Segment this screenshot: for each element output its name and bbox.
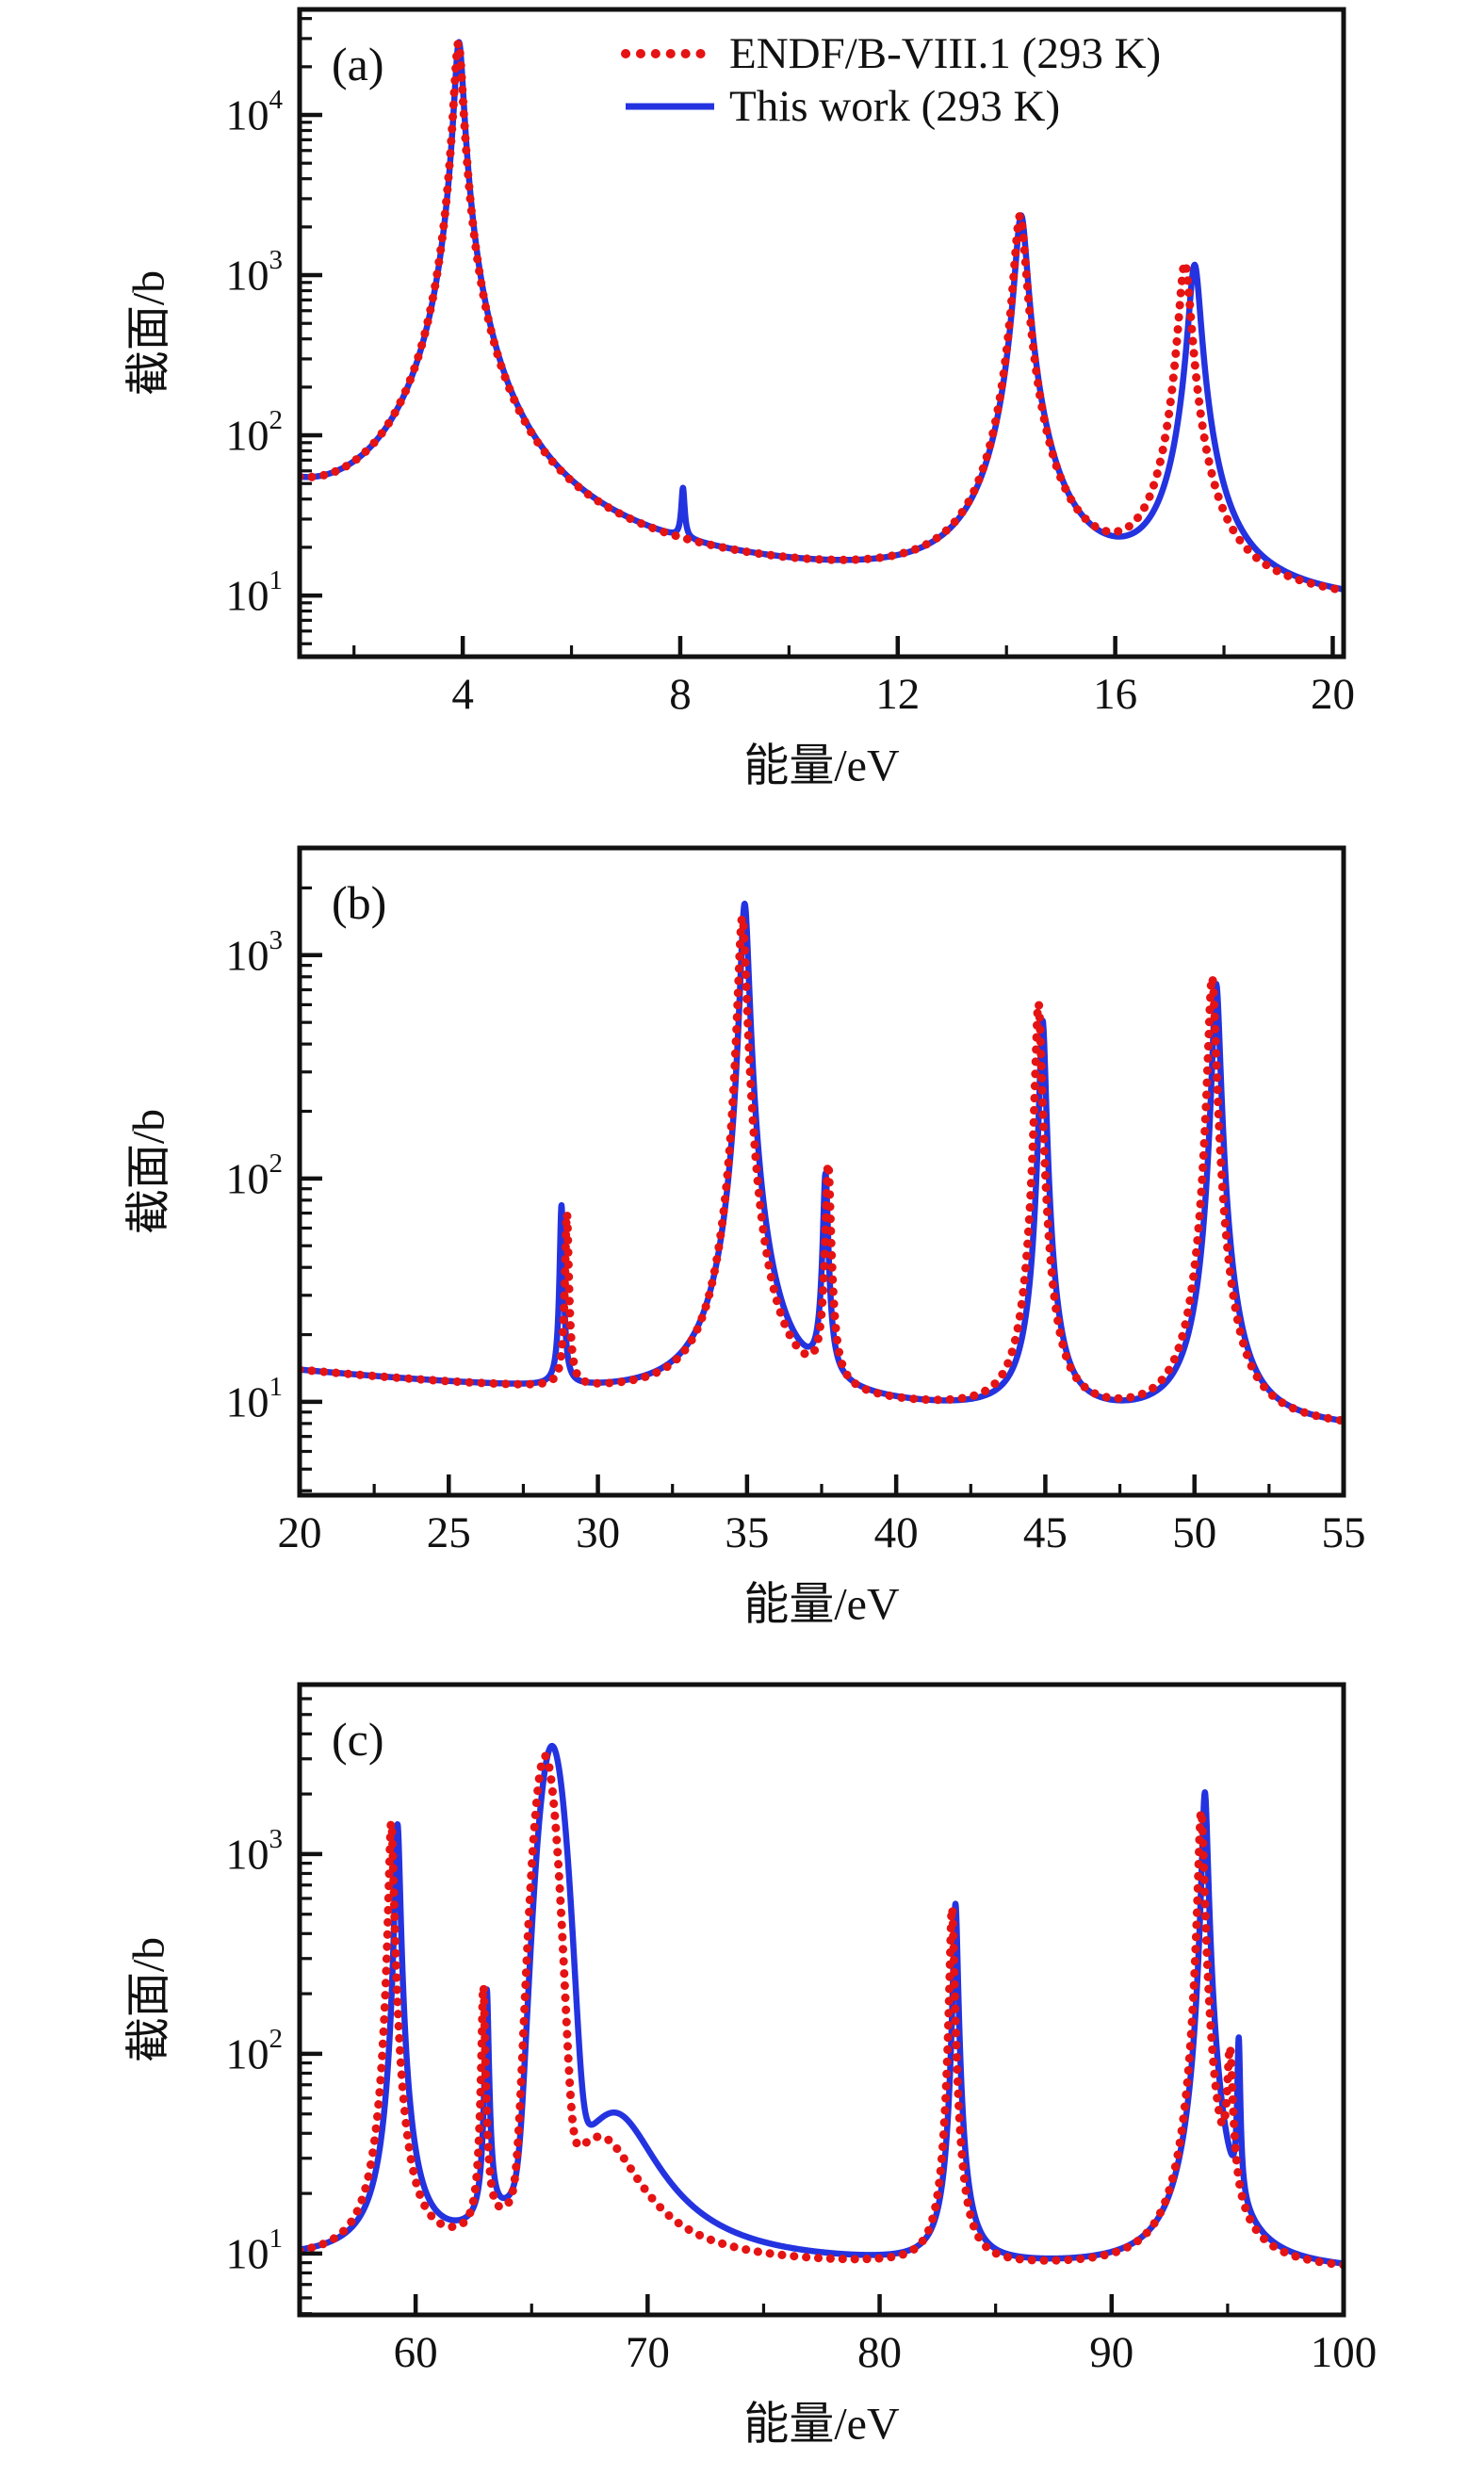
panel-b: 20 25 30 35 40 45 50 55 101 102 103 (b) 能量/eV 截面/b [124, 845, 1366, 1630]
y-tick-label: 101 [226, 2224, 284, 2278]
x-tick-label: 25 [427, 1508, 471, 1557]
x-tick-label: 16 [1093, 670, 1137, 719]
x-tick-label: 4 [451, 670, 474, 719]
y-axis-a: 101 102 103 104 [226, 17, 322, 645]
panel-c: 60 70 80 90 100 101 102 103 (c) 能量/eV 截面/b [124, 1682, 1378, 2450]
x-tick-label: 35 [725, 1508, 769, 1557]
y-tick-label: 103 [226, 245, 284, 300]
plot-frame-b [297, 845, 1346, 1498]
y-axis-c: 101 102 103 [226, 1684, 322, 2316]
legend: ENDF/B-VIII.1 (293 K)This work (293 K) [621, 29, 1161, 131]
x-tick-label: 70 [626, 2328, 670, 2377]
x-axis-b: 20 25 30 35 40 45 50 55 [278, 1474, 1366, 1557]
x-tick-label: 80 [857, 2328, 902, 2377]
y-tick-label: 103 [226, 1824, 284, 1879]
y-axis-label-a: 截面/b [124, 270, 174, 396]
x-tick-label: 55 [1322, 1508, 1366, 1557]
panel-letter-a: (a) [332, 38, 384, 90]
x-axis-c: 60 70 80 90 100 [298, 2294, 1378, 2377]
y-tick-label: 101 [226, 565, 284, 620]
y-axis-label-c: 截面/b [124, 1937, 174, 2062]
thiswork-curve-b [300, 900, 1344, 1425]
plot-frame-a [297, 7, 1346, 660]
y-tick-label: 104 [226, 85, 284, 138]
y-tick-label: 101 [226, 1372, 284, 1426]
x-tick-label: 12 [875, 670, 920, 719]
legend-label: ENDF/B-VIII.1 (293 K) [729, 29, 1161, 78]
x-tick-label: 60 [394, 2328, 438, 2377]
x-tick-label: 50 [1172, 1508, 1216, 1557]
legend-label: This work (293 K) [729, 82, 1060, 131]
panel-a: 4 8 12 16 20 101 102 103 104 (a) 能量/eV 截面/b ENDF/B-V… [124, 7, 1355, 791]
x-tick-label: 40 [874, 1508, 919, 1557]
x-axis-label-b: 能量/eV [743, 1580, 900, 1630]
x-tick-label: 90 [1089, 2328, 1133, 2377]
plot-frame-c [297, 1682, 1346, 2318]
y-tick-label: 103 [226, 925, 284, 980]
y-axis-b: 101 102 103 [226, 847, 322, 1492]
endf-curve-c [300, 1751, 1344, 2270]
endf-curve-b [300, 912, 1344, 1425]
x-tick-label: 20 [1311, 670, 1355, 719]
x-axis-label-c: 能量/eV [743, 2400, 900, 2450]
y-tick-label: 102 [226, 405, 284, 460]
x-tick-label: 30 [576, 1508, 620, 1557]
panel-letter-b: (b) [332, 876, 386, 929]
y-tick-label: 102 [226, 2024, 284, 2078]
x-axis-label-a: 能量/eV [743, 741, 900, 791]
x-tick-label: 8 [669, 670, 692, 719]
thiswork-curve-c [300, 1742, 1344, 2267]
x-tick-label: 45 [1023, 1508, 1068, 1557]
x-tick-label: 100 [1311, 2328, 1378, 2377]
x-tick-label: 20 [278, 1508, 322, 1557]
y-axis-label-b: 截面/b [124, 1109, 174, 1234]
panel-letter-c: (c) [332, 1713, 384, 1766]
y-tick-label: 102 [226, 1148, 284, 1203]
x-axis-a: 4 8 12 16 20 [352, 636, 1355, 719]
